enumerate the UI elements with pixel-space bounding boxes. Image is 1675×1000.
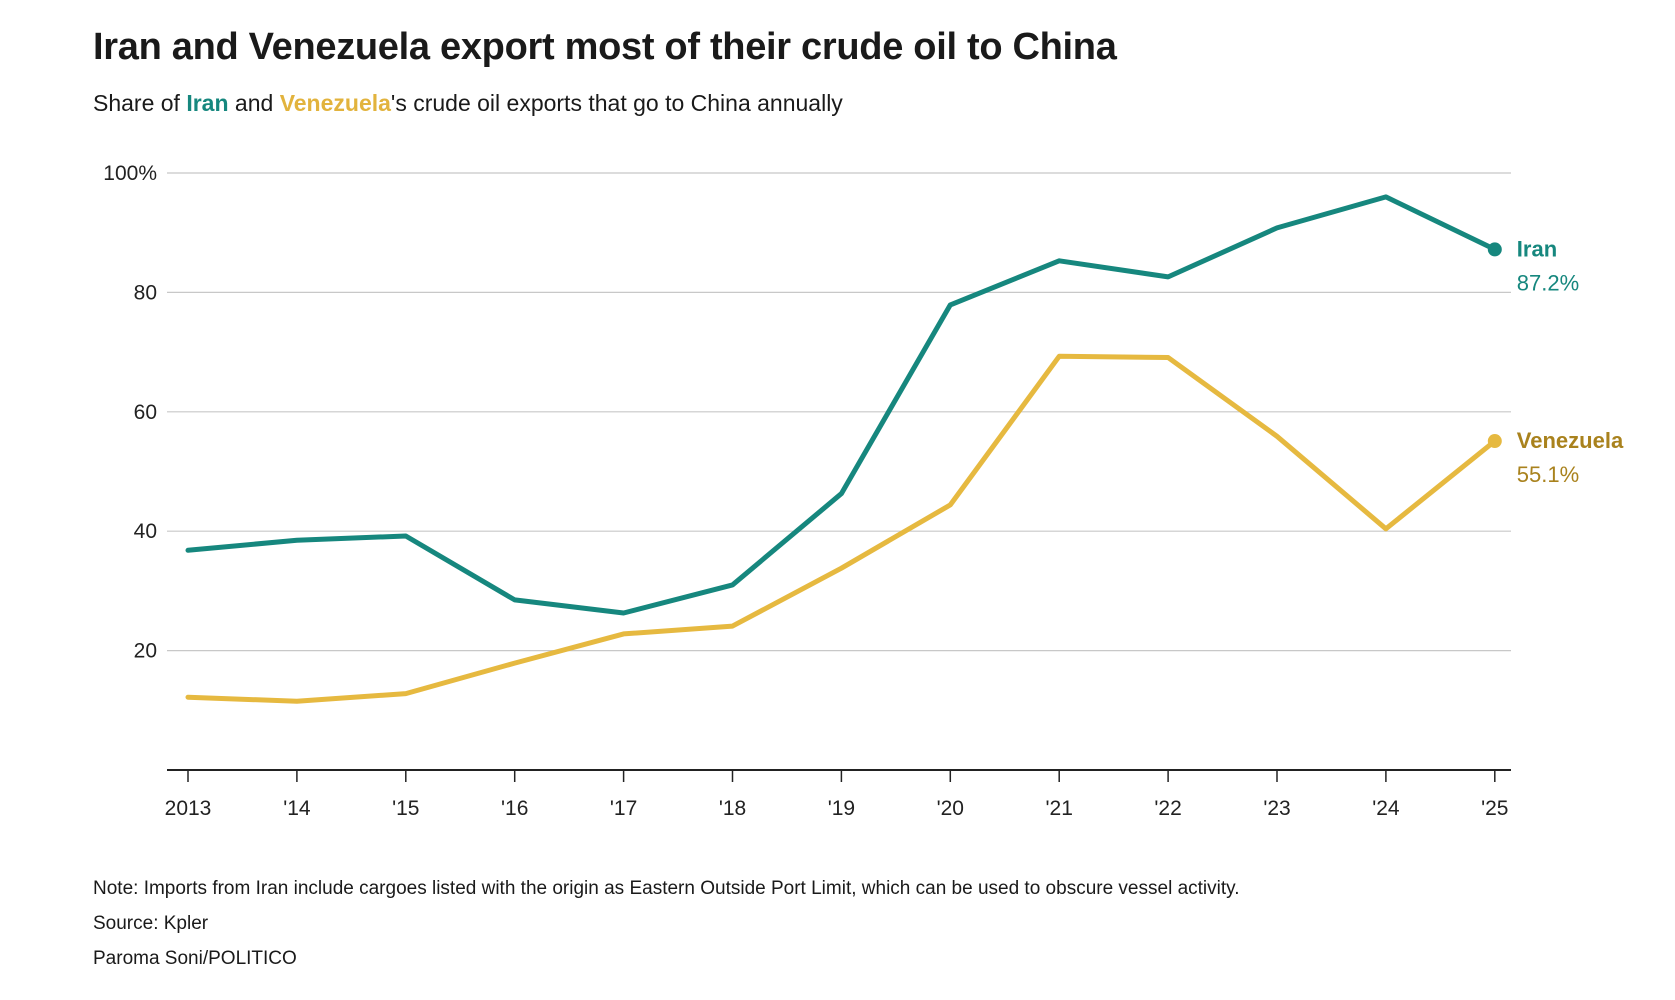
subtitle-venezuela: Venezuela	[279, 90, 391, 116]
x-tick-label: '17	[610, 797, 637, 820]
x-tick-label: '24	[1372, 797, 1400, 820]
chart-title: Iran and Venezuela export most of their …	[93, 26, 1117, 68]
venezuela-end-point	[1487, 434, 1502, 449]
venezuela-end-value-label: 55.1%	[1517, 462, 1579, 487]
y-tick-label: 100%	[103, 162, 157, 185]
chart-source: Source: Kpler	[93, 913, 209, 934]
y-tick-label: 20	[134, 640, 157, 663]
subtitle-middle: and	[228, 90, 280, 116]
x-tick-label: '22	[1154, 797, 1181, 820]
y-tick-label: 40	[134, 520, 157, 543]
x-tick-label: '16	[501, 797, 528, 820]
y-tick-label: 80	[134, 281, 157, 304]
chart-subtitle: Share of Iran and Venezuela's crude oil …	[93, 90, 843, 117]
iran-series-label: Iran	[1517, 236, 1557, 261]
x-tick-label: '15	[392, 797, 419, 820]
x-tick-label: '23	[1263, 797, 1290, 820]
venezuela-series-label: Venezuela	[1517, 428, 1624, 453]
x-tick-label: '19	[828, 797, 855, 820]
y-tick-label: 60	[134, 401, 157, 424]
x-tick-label: '21	[1046, 797, 1073, 820]
chart-credit: Paroma Soni/POLITICO	[93, 948, 297, 969]
x-tick-label: 2013	[165, 797, 212, 820]
chart-note: Note: Imports from Iran include cargoes …	[93, 878, 1240, 899]
subtitle-iran: Iran	[186, 90, 229, 116]
subtitle-prefix: Share of	[93, 90, 187, 116]
x-tick-label: '20	[937, 797, 964, 820]
iran-end-value-label: 87.2%	[1517, 270, 1579, 295]
x-tick-label: '18	[719, 797, 746, 820]
venezuela-series-line	[185, 353, 1498, 704]
iran-series-line	[185, 194, 1498, 616]
iran-end-point	[1487, 242, 1502, 257]
subtitle-suffix: 's crude oil exports that go to China an…	[390, 90, 843, 116]
x-tick-label: '14	[283, 797, 311, 820]
x-tick-label: '25	[1481, 797, 1508, 820]
